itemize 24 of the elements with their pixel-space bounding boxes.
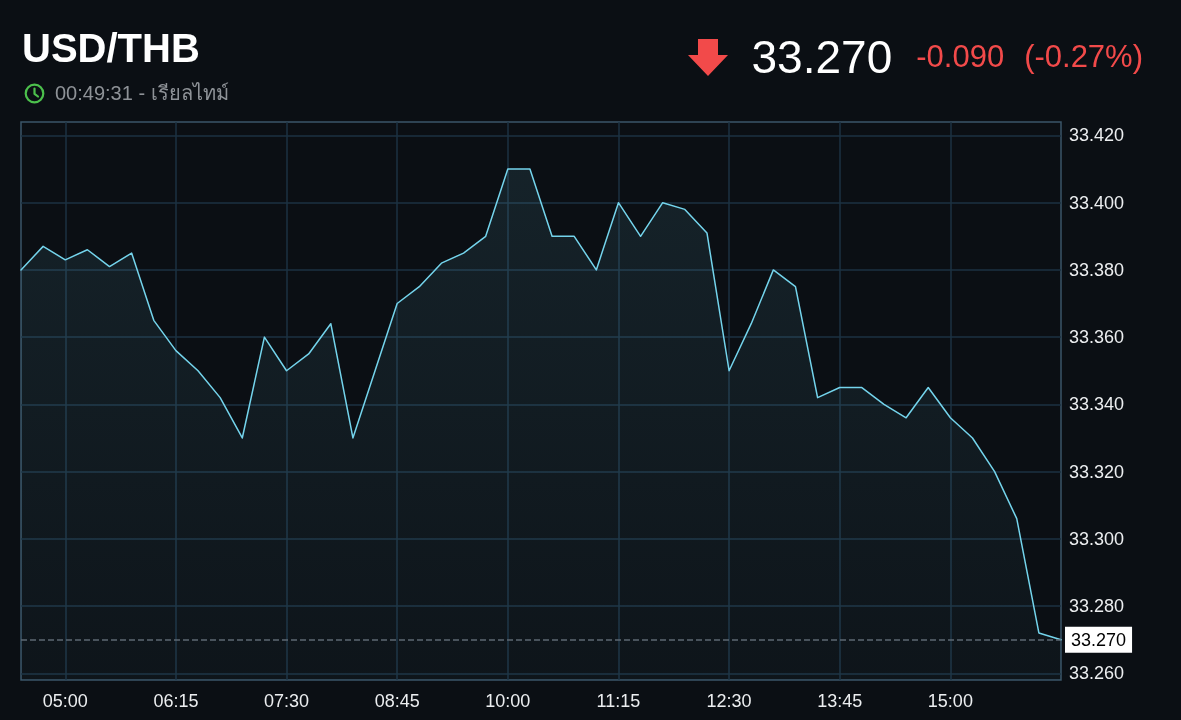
x-tick-label: 07:30 xyxy=(264,691,310,711)
chart-title: USD/THB xyxy=(22,26,200,70)
text: -0.090 xyxy=(916,39,1005,75)
y-tick-label: 33.380 xyxy=(1069,259,1125,280)
x-tick-label: 12:30 xyxy=(706,691,752,711)
x-tick-label: 06:15 xyxy=(153,691,199,711)
y-tick-label: 33.420 xyxy=(1069,125,1125,146)
y-tick-label: 33.360 xyxy=(1069,327,1125,348)
y-tick-label: 33.280 xyxy=(1069,596,1125,617)
x-tick-label: 15:00 xyxy=(927,691,973,711)
x-tick-label: 08:45 xyxy=(374,691,420,711)
x-tick-label: 05:00 xyxy=(42,691,88,711)
text: 33.270 xyxy=(751,30,893,84)
ref-line-label: 33.270 xyxy=(1071,629,1127,650)
x-tick-label: 10:00 xyxy=(485,691,531,711)
y-tick-label: 33.340 xyxy=(1069,394,1125,415)
x-tick-label: 11:15 xyxy=(596,691,641,711)
chart-subtitle: 00:49:31 - เรียลไทม์ xyxy=(55,81,229,106)
x-tick-label: 13:45 xyxy=(817,691,863,711)
y-tick-label: 33.400 xyxy=(1069,192,1125,213)
y-tick-label: 33.320 xyxy=(1069,461,1125,482)
text: (-0.27%) xyxy=(1024,39,1143,75)
y-tick-label: 33.300 xyxy=(1069,528,1125,549)
y-tick-label: 33.260 xyxy=(1069,663,1125,684)
